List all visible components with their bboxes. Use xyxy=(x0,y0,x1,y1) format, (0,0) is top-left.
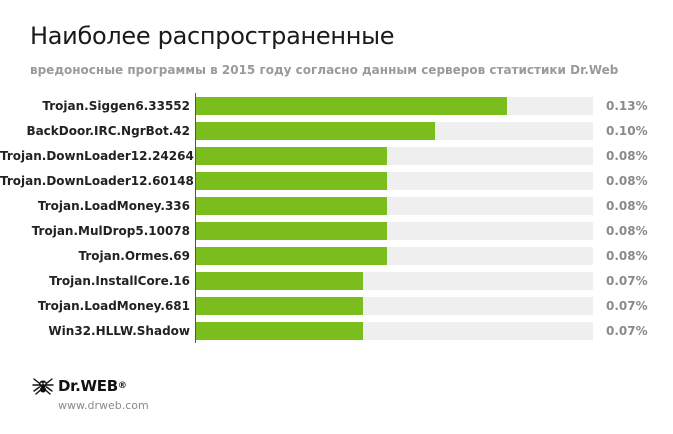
category-label: Trojan.DownLoader12.60148 xyxy=(0,174,194,188)
category-label: Trojan.InstallCore.16 xyxy=(49,274,190,288)
bar xyxy=(196,172,387,190)
value-label: 0.08% xyxy=(606,199,648,213)
category-label: Win32.HLLW.Shadow xyxy=(48,324,190,338)
category-label: Trojan.MulDrop5.10078 xyxy=(31,224,190,238)
category-label: Trojan.DownLoader12.24264 xyxy=(0,149,194,163)
value-label: 0.07% xyxy=(606,324,648,338)
value-label: 0.07% xyxy=(606,299,648,313)
value-label: 0.08% xyxy=(606,174,648,188)
value-label: 0.13% xyxy=(606,99,648,113)
bar xyxy=(196,322,363,340)
value-label: 0.08% xyxy=(606,224,648,238)
value-label: 0.08% xyxy=(606,249,648,263)
bar xyxy=(196,297,363,315)
logo-registered-mark: ® xyxy=(117,381,127,391)
value-label: 0.08% xyxy=(606,149,648,163)
category-label: Trojan.LoadMoney.336 xyxy=(37,199,190,213)
bar xyxy=(196,147,387,165)
logo-text: Dr.WEB xyxy=(58,377,118,395)
bar xyxy=(196,247,387,265)
bar xyxy=(196,122,435,140)
chart-title: Наиболее распространенные xyxy=(30,22,395,50)
bar xyxy=(196,272,363,290)
website-url: www.drweb.com xyxy=(58,399,149,412)
category-label: Trojan.Siggen6.33552 xyxy=(42,99,190,113)
category-label: BackDoor.IRC.NgrBot.42 xyxy=(26,124,190,138)
category-label: Trojan.LoadMoney.681 xyxy=(37,299,190,313)
bar xyxy=(196,97,507,115)
drweb-logo: Dr.WEB ® xyxy=(32,377,127,395)
spider-icon xyxy=(32,378,54,395)
value-label: 0.07% xyxy=(606,274,648,288)
y-axis-line xyxy=(195,93,196,343)
category-label: Trojan.Ormes.69 xyxy=(78,249,190,263)
bar xyxy=(196,222,387,240)
chart-subtitle: вредоносные программы в 2015 году соглас… xyxy=(30,63,619,77)
value-label: 0.10% xyxy=(606,124,648,138)
bar xyxy=(196,197,387,215)
